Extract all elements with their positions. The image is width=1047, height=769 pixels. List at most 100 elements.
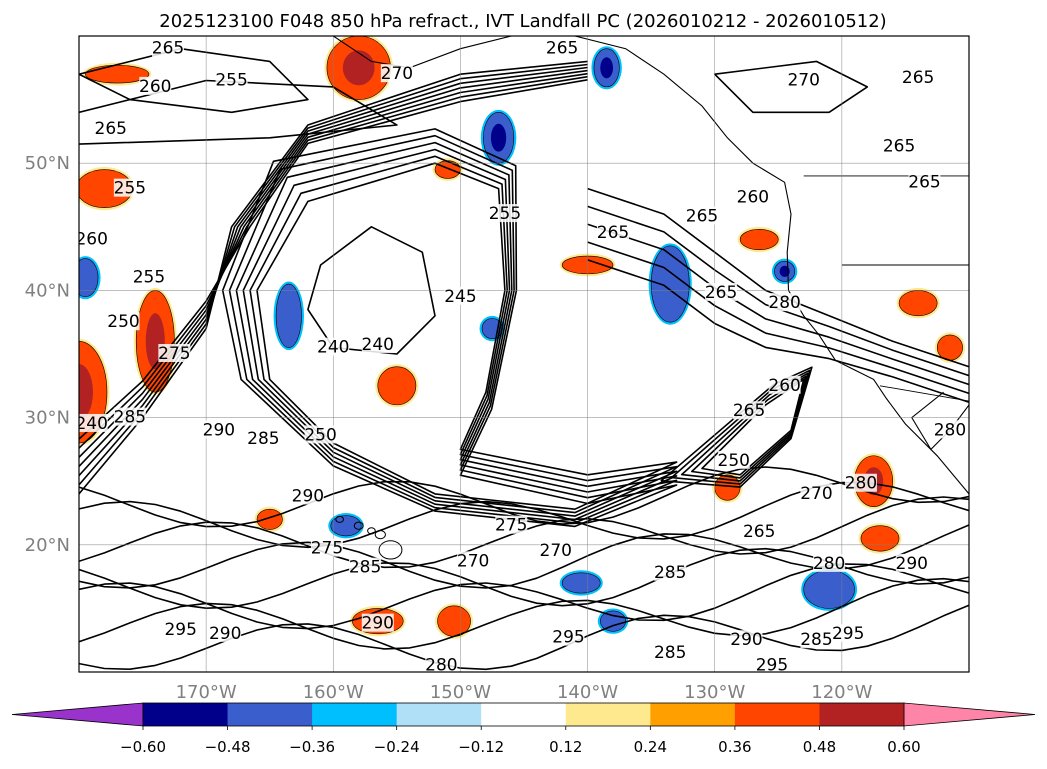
contour-label-bg	[94, 118, 127, 137]
contour-label: 290	[203, 420, 235, 440]
contour-line	[228, 134, 678, 524]
contour-label: 255	[489, 204, 521, 224]
hawaii-island	[335, 515, 344, 523]
contour-label-bg	[113, 407, 146, 426]
contour-label: 265	[705, 283, 737, 303]
contour-label-bg	[425, 655, 458, 672]
colorbar-cell	[565, 703, 651, 726]
contour-label-bg	[902, 67, 935, 86]
colorbar-cells	[11, 702, 1036, 727]
contour-label-bg	[107, 312, 140, 331]
shaded-region	[79, 258, 99, 298]
contour-label: 265	[152, 39, 184, 59]
latitude-tick-labels: 20°N 30°N 40°N 50°N	[25, 153, 70, 556]
contour-label: 295	[832, 624, 864, 644]
shaded-region	[256, 508, 283, 530]
contour-line	[587, 259, 969, 404]
contour-line	[713, 60, 869, 114]
latitude-tick-label: 20°N	[25, 535, 70, 556]
contour-label: 255	[133, 268, 165, 288]
colorbar-tick-label: 0.48	[803, 738, 836, 756]
contour-label: 260	[75, 230, 107, 250]
contour-line	[235, 141, 678, 521]
contour-label-bg	[158, 344, 191, 362]
contour-label-bg	[654, 562, 687, 581]
colorbar-frame	[142, 702, 905, 727]
shaded-region	[330, 515, 362, 537]
contour-label-bg	[361, 613, 394, 632]
contour-label-bg	[380, 64, 413, 83]
contour-label: 240	[317, 338, 349, 358]
contour-label-bg	[813, 553, 846, 572]
contour-label-bg	[933, 420, 966, 439]
longitude-tick-label: 160°W	[303, 682, 364, 703]
contour-label: 265	[908, 172, 940, 192]
contour-label-bg	[361, 335, 394, 354]
contour-label-bg	[457, 551, 490, 570]
contour-label: 250	[304, 425, 336, 445]
contour-label-bg	[444, 286, 477, 305]
shaded-region-core	[779, 265, 790, 277]
contour-label-bg	[304, 425, 337, 444]
colorbar-tick-label: −0.12	[458, 738, 504, 756]
contour-label: 270	[787, 71, 819, 91]
contour-line	[79, 79, 398, 145]
contour-label-bg	[768, 375, 801, 394]
contour-line	[587, 205, 969, 377]
contour-label: 275	[311, 539, 343, 559]
contour-label: 290	[209, 624, 241, 644]
contour-label: 275	[158, 344, 190, 364]
colorbar-tick-label: −0.48	[205, 738, 251, 756]
longitude-tick-label: 150°W	[430, 682, 491, 703]
colorbar-tick-label: 0.36	[718, 738, 751, 756]
contour-label: 245	[444, 287, 476, 307]
contour-label: 260	[768, 376, 800, 396]
us-mexico-border	[879, 385, 969, 402]
contour-label-bg	[654, 642, 687, 661]
colorbar-cell	[650, 703, 736, 726]
contour-label: 260	[737, 188, 769, 208]
contour-line	[587, 223, 969, 386]
contour-label-bg	[705, 282, 738, 301]
contour-label: 280	[845, 474, 877, 494]
contour-line	[307, 226, 436, 355]
contour-label: 275	[495, 516, 527, 536]
grid-lines	[79, 36, 969, 672]
contour-label-bg	[552, 627, 585, 646]
hawaii-island	[367, 527, 376, 535]
colorbar-cell	[312, 703, 398, 726]
colorbar-tick-label: 0.60	[887, 738, 920, 756]
shaded-region	[860, 525, 900, 552]
colorbar-tick-label: −0.24	[374, 738, 420, 756]
shaded-region-core	[600, 57, 614, 79]
hawaii-island	[374, 530, 386, 540]
colorbar-tick-label: −0.36	[289, 738, 335, 756]
contour-label: 265	[686, 207, 718, 227]
contour-label: 255	[114, 179, 146, 199]
contour-line	[249, 155, 678, 514]
contour-label-bg	[755, 655, 788, 672]
contour-label-bg	[736, 187, 769, 206]
contour-label-bg	[908, 172, 941, 191]
contour-label-bg	[202, 420, 235, 439]
colorbar-tick-labels: −0.60 −0.48 −0.36 −0.24 −0.12 0.12 0.24 0.36 0.4…	[120, 726, 921, 756]
contour-line	[242, 148, 678, 517]
colorbar-tick-label: −0.60	[120, 738, 166, 756]
colorbar-cell	[227, 703, 313, 726]
colorbar-tick-label: 0.12	[549, 738, 582, 756]
contour-label: 250	[718, 451, 750, 471]
contour-label: 265	[883, 137, 915, 157]
contour-label-bg	[800, 483, 833, 502]
longitude-tick-label: 170°W	[176, 682, 237, 703]
contour-label: 290	[362, 614, 394, 634]
contour-label-bg	[743, 522, 776, 541]
colorbar-extend-max	[903, 702, 1036, 727]
contour-label-bg	[495, 515, 528, 534]
contour-label-bg	[844, 473, 877, 492]
latitude-tick-label: 30°N	[25, 408, 70, 429]
contour-label-bg	[209, 623, 242, 642]
